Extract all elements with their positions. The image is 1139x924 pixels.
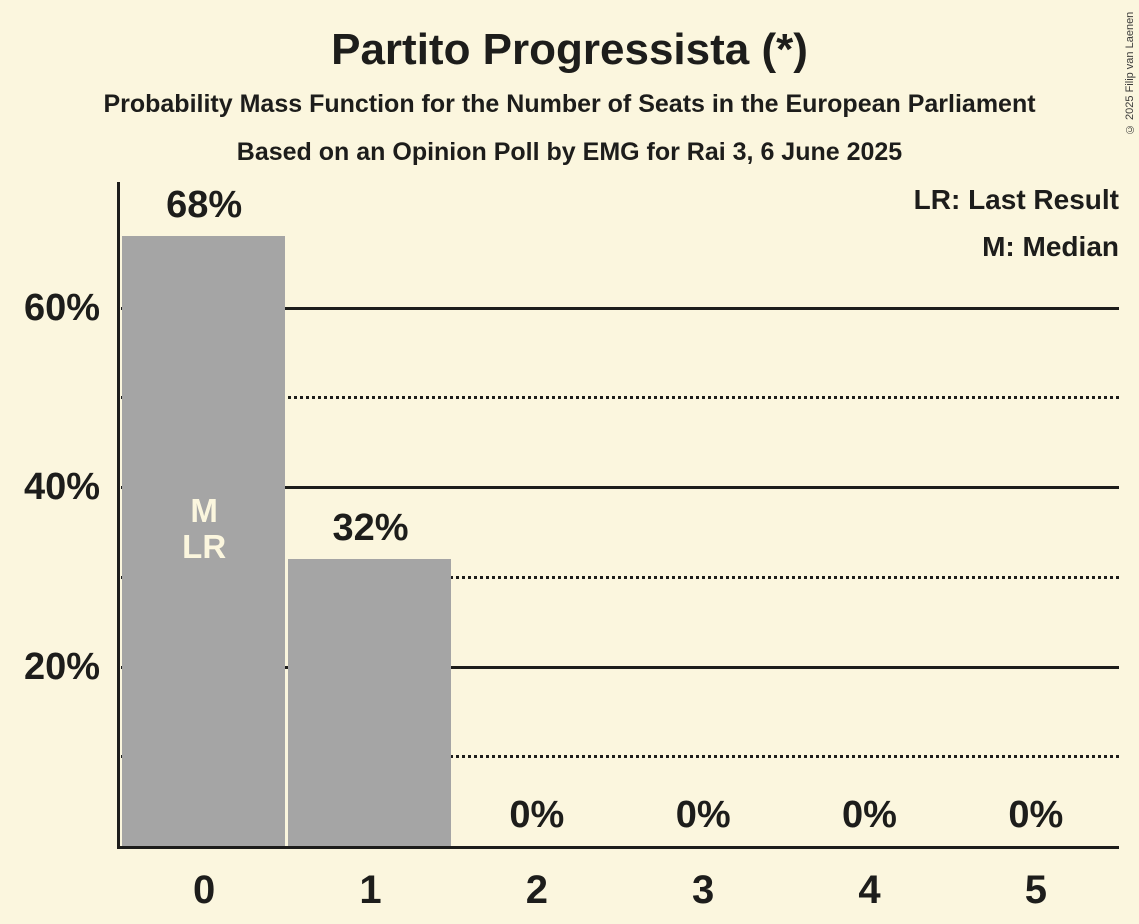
bar-seats-0 <box>121 235 285 846</box>
chart-source-line: Based on an Opinion Poll by EMG for Rai … <box>236 138 903 166</box>
median-last-result-annotation: M LR <box>182 492 227 565</box>
x-tick-label: 0 <box>193 868 216 912</box>
gridline-40pct <box>121 486 1119 490</box>
page-title: Partito Progressista (*) <box>331 25 808 74</box>
bar-seats-1 <box>287 558 452 846</box>
gridline-30pct <box>121 575 1119 579</box>
chart-subtitle: Probability Mass Function for the Number… <box>103 90 1036 118</box>
gridline-20pct <box>121 665 1119 669</box>
gridline-10pct <box>121 755 1119 759</box>
legend-last-result: LR: Last Result <box>913 184 1119 215</box>
y-axis-line <box>117 182 120 849</box>
y-tick-label: 40% <box>23 466 100 509</box>
x-tick-label: 2 <box>525 868 548 912</box>
bar-value-label: 0% <box>509 794 565 836</box>
bar-value-label: 32% <box>332 506 409 549</box>
x-tick-label: 1 <box>359 868 382 912</box>
x-tick-label: 3 <box>692 868 715 912</box>
gridline-50pct <box>121 396 1119 400</box>
bar-value-label: 0% <box>1008 794 1064 836</box>
copyright-notice: © 2025 Filip van Laenen <box>1124 11 1136 135</box>
y-tick-label: 20% <box>23 645 100 688</box>
x-axis-line <box>117 846 1119 849</box>
bar-value-label: 0% <box>675 794 731 836</box>
bar-value-label: 0% <box>842 794 897 836</box>
legend-median: M: Median <box>982 231 1119 262</box>
x-tick-label: 4 <box>858 868 881 912</box>
bar-value-label: 68% <box>166 183 243 226</box>
x-tick-label: 5 <box>1024 868 1047 912</box>
gridline-60pct <box>121 306 1119 310</box>
y-tick-label: 60% <box>23 286 100 329</box>
